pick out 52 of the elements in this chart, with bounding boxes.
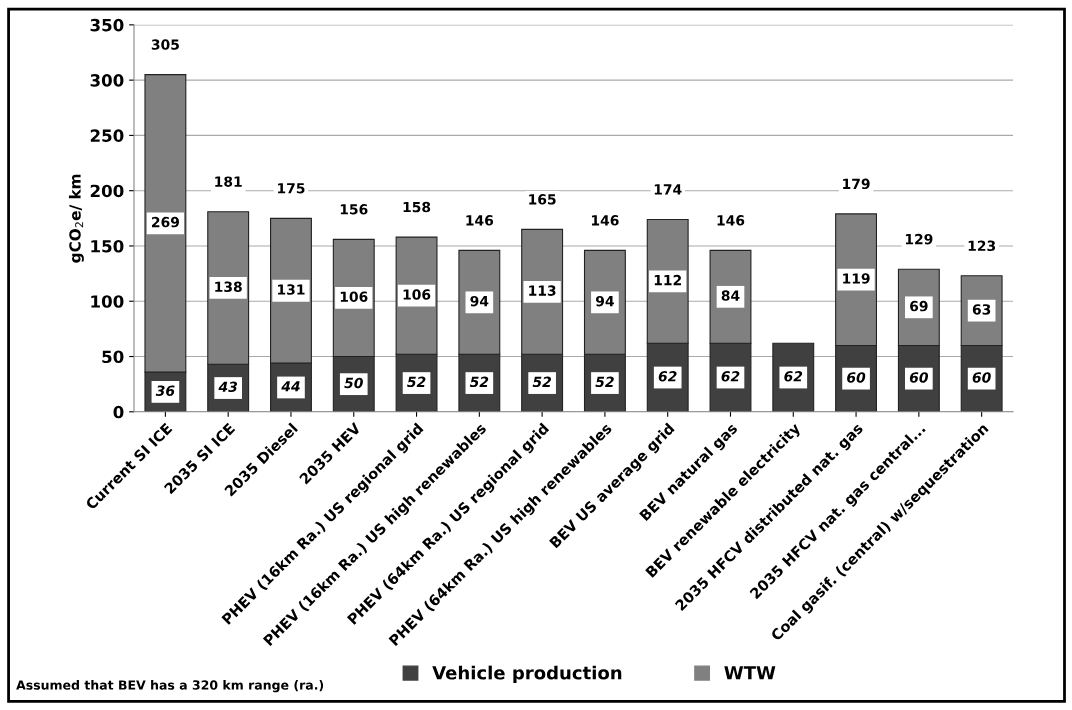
data-label: 43 [218, 381, 238, 393]
data-label: 84 [721, 290, 740, 301]
y-tick-label: 250 [90, 129, 124, 142]
y-axis-title: gCO$_{2}$e/ km [68, 174, 84, 263]
y-tick-label: 0 [113, 405, 124, 419]
data-label: 60 [972, 372, 991, 383]
data-label: 119 [843, 273, 870, 284]
data-label: 52 [532, 376, 552, 388]
total-label: 175 [278, 183, 305, 194]
data-label: 62 [658, 371, 677, 382]
data-label: 60 [847, 372, 866, 383]
data-label: 62 [784, 371, 803, 382]
data-label: 52 [407, 376, 426, 388]
data-label: 106 [403, 289, 431, 300]
data-label: 269 [152, 216, 179, 228]
data-label: 69 [910, 300, 928, 312]
data-label: 52 [595, 376, 614, 388]
data-label: 60 [909, 372, 929, 383]
data-label: 131 [278, 284, 305, 295]
total-label: 146 [591, 215, 619, 226]
y-tick-label: 100 [91, 295, 124, 308]
total-label: 174 [654, 184, 682, 195]
y-tick-label: 150 [91, 239, 124, 253]
y-tick-label: 50 [102, 350, 124, 364]
total-label: 146 [466, 215, 494, 226]
data-label: 94 [470, 295, 489, 307]
total-label: 146 [717, 215, 745, 226]
data-label: 36 [155, 385, 175, 396]
data-label: 44 [281, 381, 300, 392]
data-label: 52 [469, 376, 489, 388]
data-label: 62 [721, 371, 740, 382]
y-tick-label: 300 [90, 74, 124, 87]
total-label: 179 [843, 178, 870, 190]
total-label: 129 [905, 233, 933, 245]
total-label: 156 [340, 204, 368, 215]
legend-label: Vehicle production [432, 665, 622, 684]
data-label: 50 [344, 377, 363, 389]
data-label: 63 [972, 304, 991, 315]
total-label: 181 [215, 176, 242, 187]
total-label: 305 [151, 39, 179, 50]
data-label: 106 [340, 291, 368, 302]
total-label: 158 [403, 201, 431, 213]
y-tick-label: 350 [90, 18, 124, 32]
total-label: 123 [968, 240, 996, 252]
y-tick-label: 200 [90, 184, 124, 198]
data-label: 138 [215, 281, 242, 293]
data-label: 113 [529, 285, 556, 296]
data-label: 112 [654, 274, 681, 286]
total-label: 165 [529, 194, 556, 205]
data-label: 94 [595, 295, 614, 307]
legend-label: WTW [724, 666, 776, 680]
text: Assumed that BEV has a 320 km range (ra.) [16, 680, 324, 693]
